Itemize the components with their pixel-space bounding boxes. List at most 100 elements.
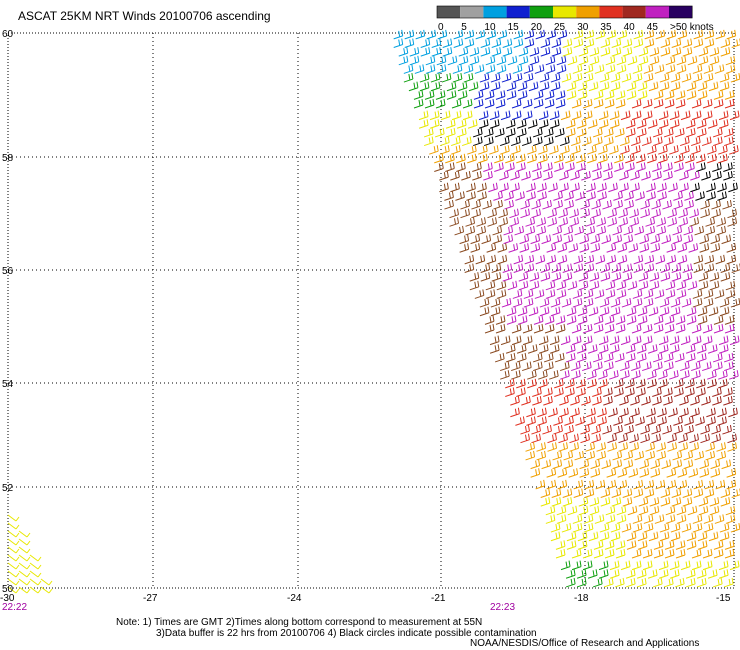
wind-barb <box>442 38 453 48</box>
wind-barb <box>699 243 710 253</box>
wind-barb <box>647 344 658 354</box>
wind-barb <box>462 110 473 121</box>
wind-barb <box>647 153 657 164</box>
wind-barb <box>685 387 695 397</box>
wind-barb <box>478 145 488 155</box>
wind-barb <box>709 280 720 291</box>
wind-barb <box>707 119 718 129</box>
wind-barb <box>669 560 680 571</box>
wind-barb <box>435 90 446 100</box>
wind-barb <box>720 272 731 282</box>
wind-barb <box>605 280 616 291</box>
wind-barb <box>555 315 566 325</box>
wind-barb <box>687 55 698 66</box>
wind-barb <box>470 234 481 245</box>
wind-barb <box>511 145 521 155</box>
wind-barb <box>598 145 608 155</box>
wind-barb <box>675 540 686 550</box>
wind-barb <box>665 280 676 291</box>
wind-barb <box>657 416 667 426</box>
wind-barb <box>658 569 669 579</box>
wind-barb <box>702 323 713 334</box>
wind-barb <box>513 38 524 48</box>
wind-barb <box>689 442 700 452</box>
wind-barb <box>625 378 635 389</box>
wind-barb <box>612 225 623 236</box>
wind-barb <box>546 29 557 40</box>
wind-barb <box>700 199 710 210</box>
colorbar-label: 15 <box>508 22 520 33</box>
wind-barb <box>522 98 533 109</box>
wind-barb <box>576 162 586 172</box>
wind-barb <box>496 289 507 299</box>
wind-barb <box>502 263 513 273</box>
wind-barb <box>562 497 573 507</box>
wind-barb <box>40 586 53 594</box>
wind-barb <box>661 459 672 470</box>
wind-barb <box>621 297 632 308</box>
wind-barb <box>631 136 641 147</box>
wind-barb <box>511 110 522 121</box>
wind-barb <box>549 145 559 155</box>
wind-barb <box>645 442 656 452</box>
wind-barb <box>725 280 736 291</box>
wind-barb <box>480 38 491 48</box>
notes: Note: 1) Times are GMT 2)Times along bot… <box>116 617 537 639</box>
wind-barb <box>674 127 685 138</box>
wind-barb <box>664 90 675 100</box>
wind-barb <box>606 479 617 490</box>
wind-barb <box>393 38 404 48</box>
wind-barb <box>716 450 727 461</box>
wind-barb <box>527 370 537 380</box>
wind-barb <box>490 72 501 83</box>
wind-barb <box>664 98 675 109</box>
wind-barb <box>707 378 717 389</box>
wind-barb <box>644 263 655 273</box>
wind-barb <box>529 280 540 291</box>
note-line-1: Note: 1) Times are GMT 2)Times along bot… <box>116 617 483 628</box>
wind-barb <box>614 387 624 397</box>
wind-barb <box>703 514 714 524</box>
wind-barb <box>7 538 20 546</box>
wind-barb <box>593 98 604 109</box>
wind-barb <box>558 208 568 219</box>
wind-barb <box>598 110 609 121</box>
wind-barb <box>653 361 663 372</box>
wind-barb <box>571 335 582 346</box>
wind-barb <box>682 488 693 498</box>
wind-barb <box>582 335 593 346</box>
wind-barb <box>589 47 600 57</box>
wind-barb <box>572 522 583 533</box>
wind-barb <box>645 217 656 227</box>
wind-barb <box>582 560 593 571</box>
wind-barb <box>619 407 629 418</box>
wind-barb <box>683 234 694 245</box>
wind-barb <box>703 297 714 308</box>
wind-barb <box>551 488 562 498</box>
wind-barb <box>649 280 660 291</box>
wind-barb <box>673 191 683 201</box>
wind-barb <box>554 352 565 363</box>
wind-barb <box>702 335 713 346</box>
wind-barb <box>551 263 562 273</box>
wind-barb <box>610 81 621 92</box>
wind-barb <box>713 136 723 147</box>
wind-barb <box>702 136 712 147</box>
wind-barb <box>594 289 605 299</box>
wind-barb <box>565 127 576 138</box>
wind-barb <box>543 352 554 363</box>
wind-barb <box>638 280 649 291</box>
wind-barb <box>562 263 573 273</box>
wind-barb <box>720 488 731 498</box>
wind-barb <box>616 505 627 516</box>
wind-barb <box>629 433 639 444</box>
wind-barb <box>704 38 715 48</box>
wind-barb <box>482 199 492 210</box>
wind-barb <box>642 136 652 147</box>
wind-barb <box>624 416 634 426</box>
wind-barb <box>599 72 610 83</box>
lon-label: -24 <box>287 593 302 604</box>
lat-label: 58 <box>2 153 14 164</box>
wind-barb <box>512 64 523 74</box>
wind-barb <box>440 136 450 147</box>
